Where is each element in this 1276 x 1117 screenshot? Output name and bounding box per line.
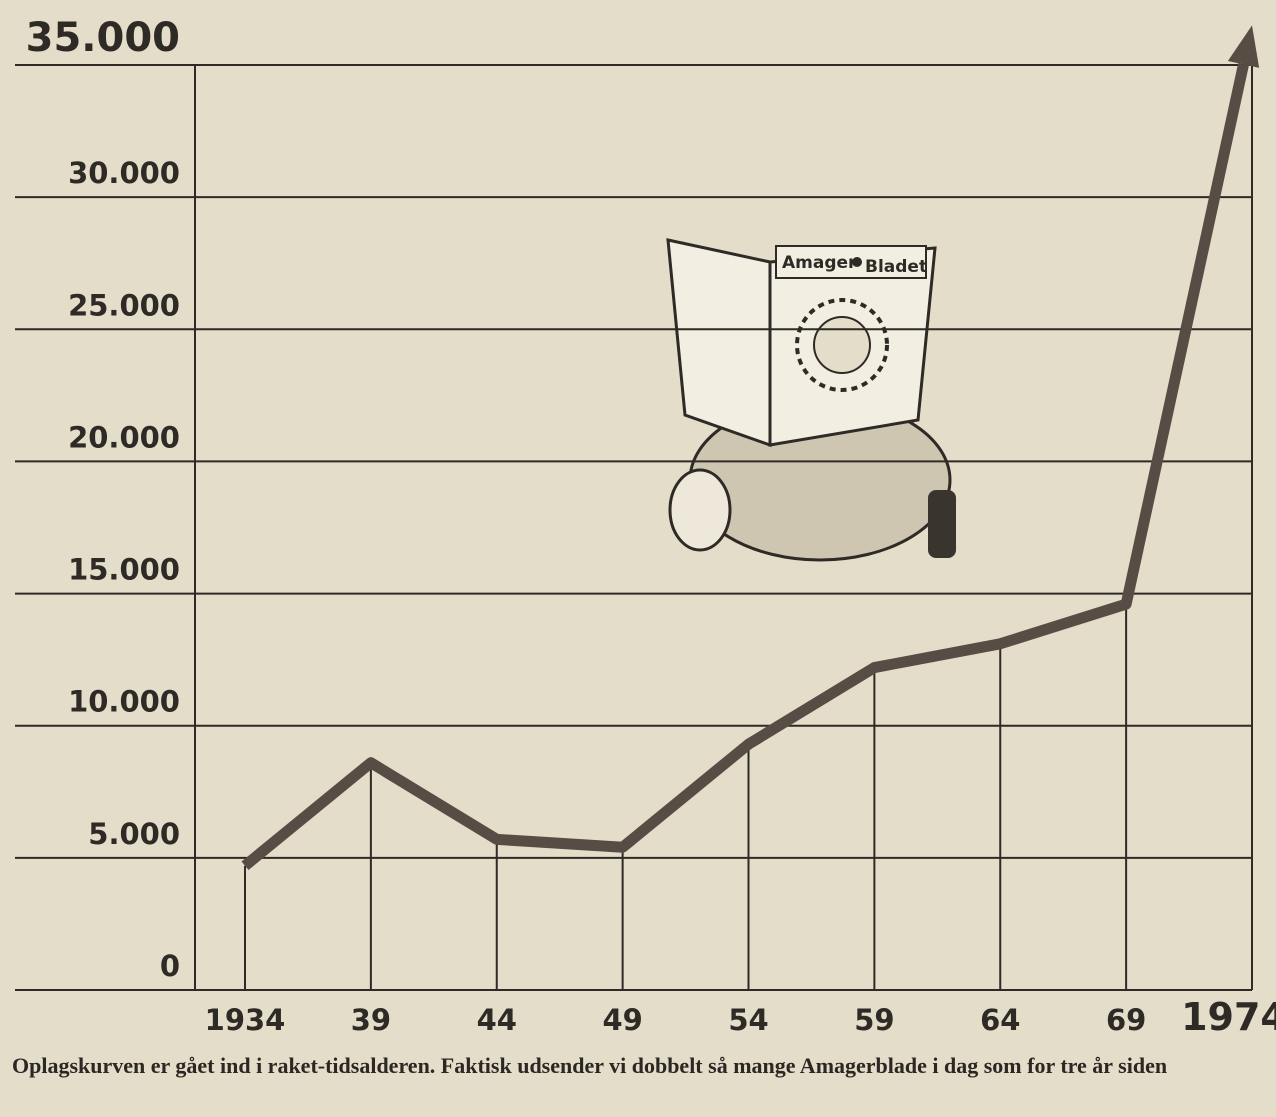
newspaper-left [666, 238, 772, 448]
y-tick-label: 20.000 [68, 420, 180, 454]
y-tick-label: 30.000 [68, 156, 180, 190]
caption: Oplagskurven er gået ind i raket-tidsald… [12, 1053, 1168, 1078]
cartoon: Amager Bladet [666, 238, 956, 562]
y-tick-label: 5.000 [88, 817, 180, 851]
cartoon-bottle [928, 490, 956, 558]
x-tick-label: 44 [477, 1003, 517, 1037]
wreath [795, 298, 889, 392]
y-tick-label: 0 [160, 949, 180, 983]
y-tick-label: 25.000 [68, 288, 180, 322]
x-tick-label: 39 [351, 1003, 391, 1037]
chart: Amager Bladet 0 5.000 10.000 15.000 20.000 25… [15, 15, 1276, 1039]
x-tick-label: 49 [602, 1003, 642, 1037]
arrowhead [1227, 25, 1260, 68]
masthead-dot [852, 257, 862, 267]
portrait [813, 316, 871, 374]
cartoon-shoe [668, 468, 732, 552]
x-tick-label: 54 [728, 1003, 768, 1037]
data-line [241, 63, 1249, 871]
masthead-text: Amager [782, 253, 857, 273]
x-tick-label: 59 [854, 1003, 894, 1037]
x-tick-label: 1974 [1181, 995, 1276, 1039]
y-tick-label: 35.000 [26, 15, 180, 61]
x-tick-label: 1934 [205, 1003, 286, 1037]
masthead-text: Bladet [865, 257, 927, 277]
x-tick-label: 69 [1106, 1003, 1146, 1037]
y-tick-label: 15.000 [68, 553, 180, 587]
x-tick-label: 64 [980, 1003, 1020, 1037]
masthead-box [775, 245, 927, 279]
y-tick-label: 10.000 [68, 685, 180, 719]
